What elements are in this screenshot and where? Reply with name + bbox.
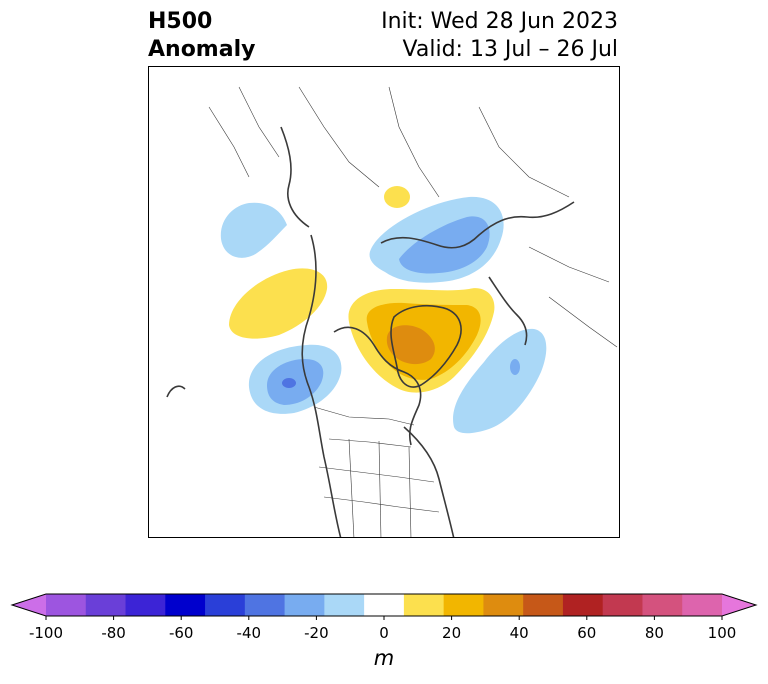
colorbar-unit-label: m xyxy=(373,646,395,670)
colorbar-segment xyxy=(403,594,445,616)
colorbar-tick-label: 20 xyxy=(442,624,462,642)
colorbar-tick-label: -80 xyxy=(101,624,126,642)
polar-map xyxy=(148,66,620,538)
colorbar-segment xyxy=(602,594,643,616)
colorbar-segment xyxy=(46,594,87,616)
colorbar-segment xyxy=(165,594,206,616)
anomaly-positive-beaufort xyxy=(229,268,328,339)
colorbar-segment xyxy=(523,594,564,616)
colorbar-extend-high xyxy=(722,594,756,616)
colorbar-segment xyxy=(284,594,325,616)
anomaly-positive-siberia xyxy=(384,186,410,208)
colorbar-segment xyxy=(443,594,484,616)
map-title: H500 Anomaly xyxy=(148,8,255,64)
colorbar-tick-label: -40 xyxy=(236,624,262,642)
colorbar-tick-label: -20 xyxy=(304,624,329,642)
title-subtitle: Anomaly xyxy=(148,37,256,62)
colorbar-segment xyxy=(682,594,723,616)
colorbar-segment xyxy=(205,594,246,616)
colorbar-segment xyxy=(125,594,166,616)
colorbar-tick-label: 80 xyxy=(644,624,664,642)
colorbar-tick-label: 100 xyxy=(707,624,737,642)
valid-date-range: Valid: 13 Jul – 26 Jul xyxy=(402,37,618,62)
map-canvas xyxy=(166,86,618,537)
colorbar-segment xyxy=(642,594,683,616)
colorbar-segment xyxy=(85,594,127,616)
colorbar-tick-label: 0 xyxy=(379,624,389,642)
country-borders xyxy=(208,86,618,537)
coastlines xyxy=(166,126,575,537)
colorbar-segment xyxy=(364,594,405,616)
anomaly-negative-atlantic xyxy=(453,328,547,434)
anomaly-negative-bering xyxy=(220,202,287,258)
colorbar-segment xyxy=(483,594,524,616)
colorbar-tick-label: -60 xyxy=(168,624,194,642)
colorbar-tick-label: -100 xyxy=(28,624,64,642)
colorbar-tick-label: 40 xyxy=(509,624,529,642)
anomaly-negative-siberia xyxy=(369,196,504,283)
colorbar-tick-label: 60 xyxy=(577,624,597,642)
colorbar-segment xyxy=(562,594,604,616)
date-info: Init: Wed 28 Jun 2023 Valid: 13 Jul – 26… xyxy=(381,8,618,64)
anomaly-negative-alaska xyxy=(248,344,342,414)
colorbar-extend-low xyxy=(12,594,46,616)
title-variable: H500 xyxy=(148,9,213,34)
colorbar-segment xyxy=(244,594,286,616)
init-date: Init: Wed 28 Jun 2023 xyxy=(381,9,618,34)
colorbar-segment xyxy=(324,594,365,616)
anomaly-positive-greenland xyxy=(348,288,495,393)
colorbar-graphic xyxy=(10,593,758,620)
